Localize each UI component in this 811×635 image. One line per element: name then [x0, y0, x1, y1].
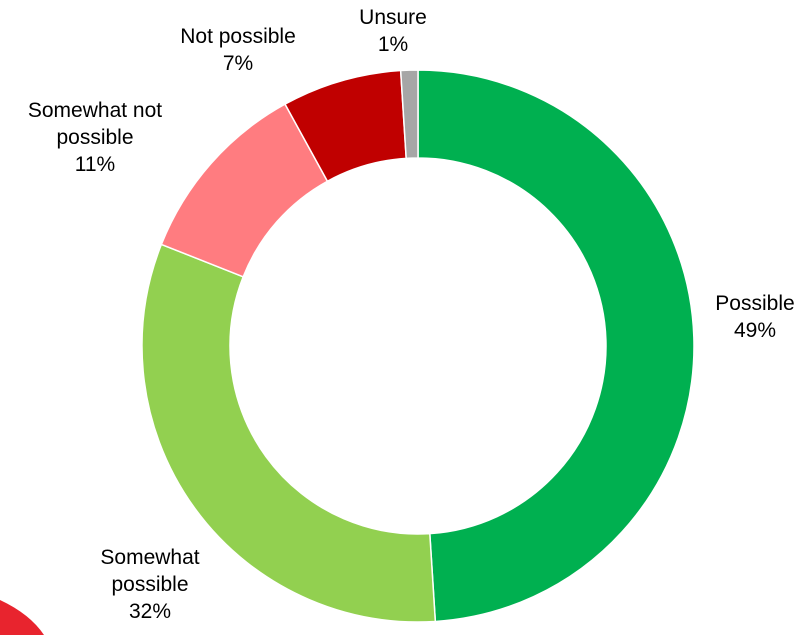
slice-label-name-line-1: Somewhat	[100, 546, 200, 569]
slice-label-value: 32%	[128, 600, 172, 623]
slice-label-name-line-1: Somewhat not	[27, 99, 163, 122]
slice-label-somewhat-possible: Somewhat possible 32%	[100, 544, 199, 625]
slice-label-value: 1%	[377, 33, 409, 56]
slice-label-name: Unsure	[359, 6, 427, 29]
slice-somewhat-possible	[141, 243, 437, 623]
slice-label-name-line-2: possible	[56, 126, 134, 149]
slice-label-name: Not possible	[180, 25, 296, 48]
slice-label-not-possible: Not possible 7%	[180, 23, 296, 77]
slice-label-name-line-2: possible	[111, 573, 189, 596]
slice-unsure	[399, 69, 419, 160]
slice-label-possible: Possible 49%	[715, 290, 794, 344]
slice-label-value: 7%	[222, 52, 254, 75]
slice-possible	[417, 69, 695, 623]
corner-swoosh-shape	[0, 600, 44, 635]
slice-label-name: Possible	[715, 292, 795, 315]
slice-label-value: 11%	[74, 153, 116, 176]
slice-label-value: 49%	[733, 319, 777, 342]
slice-label-somewhat-not-possible: Somewhat not possible 11%	[28, 97, 162, 178]
slice-label-unsure: Unsure 1%	[359, 4, 427, 58]
